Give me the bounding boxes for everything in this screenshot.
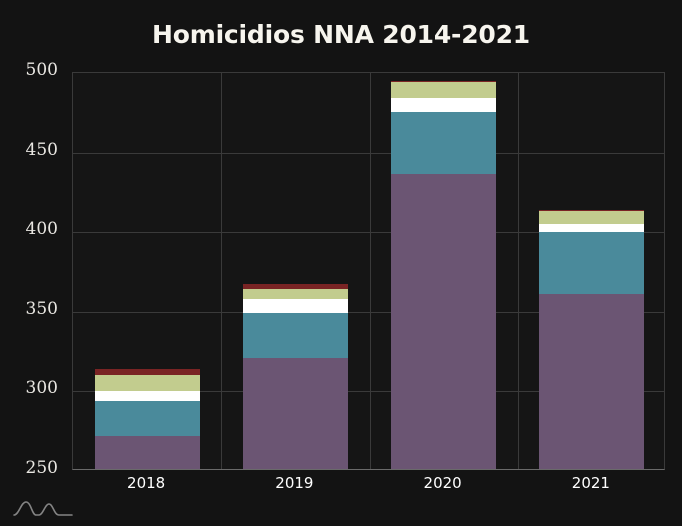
y-tick-label: 500 [25, 60, 58, 80]
bar-2019[interactable] [242, 284, 348, 469]
gridline-horizontal [73, 391, 664, 393]
bar-segment-serie-1[interactable] [539, 293, 645, 469]
bar-segment-serie-5[interactable] [391, 80, 497, 83]
bar-segment-serie-4[interactable] [391, 82, 497, 99]
bar-segment-serie-4[interactable] [94, 375, 200, 392]
bar-2021[interactable] [539, 209, 645, 469]
bar-2018[interactable] [94, 368, 200, 469]
bar-segment-serie-3[interactable] [539, 223, 645, 232]
y-tick-label: 250 [25, 458, 58, 478]
gridline-horizontal [73, 152, 664, 154]
bar-segment-serie-1[interactable] [94, 435, 200, 469]
gridline-vertical [518, 73, 519, 469]
y-tick-label: 400 [25, 219, 58, 240]
bar-segment-serie-2[interactable] [391, 112, 497, 175]
gridline-horizontal [73, 311, 664, 313]
bar-segment-serie-3[interactable] [242, 298, 348, 313]
bar-segment-serie-3[interactable] [94, 391, 200, 401]
bar-segment-serie-2[interactable] [539, 231, 645, 294]
bar-segment-serie-5[interactable] [539, 209, 645, 212]
y-tick-label: 350 [25, 298, 58, 319]
mountain-logo-watermark-icon [13, 501, 73, 516]
bar-segment-serie-4[interactable] [242, 289, 348, 299]
y-axis: 250 300 350 400 450 500 [0, 0, 66, 526]
bar-segment-serie-3[interactable] [391, 98, 497, 113]
x-tick-label-2021: 2021 [571, 474, 610, 492]
x-tick-label-2019: 2019 [275, 474, 314, 492]
bar-segment-serie-1[interactable] [391, 174, 497, 469]
bar-segment-serie-2[interactable] [94, 400, 200, 436]
x-tick-label-2020: 2020 [423, 474, 462, 492]
y-tick-label: 450 [25, 139, 58, 160]
y-tick-label: 300 [25, 378, 58, 399]
gridline-horizontal [73, 232, 664, 234]
x-tick-label-2018: 2018 [127, 474, 166, 492]
plot-area [72, 72, 665, 470]
bar-2020[interactable] [391, 80, 497, 469]
bar-segment-serie-5[interactable] [242, 284, 348, 290]
bar-segment-serie-4[interactable] [539, 211, 645, 224]
bar-segment-serie-2[interactable] [242, 313, 348, 358]
bar-segment-serie-1[interactable] [242, 357, 348, 469]
chart-title: Homicidios NNA 2014-2021 [152, 20, 530, 49]
bar-segment-serie-5[interactable] [94, 368, 200, 376]
gridline-vertical [370, 73, 371, 469]
gridline-vertical [221, 73, 222, 469]
